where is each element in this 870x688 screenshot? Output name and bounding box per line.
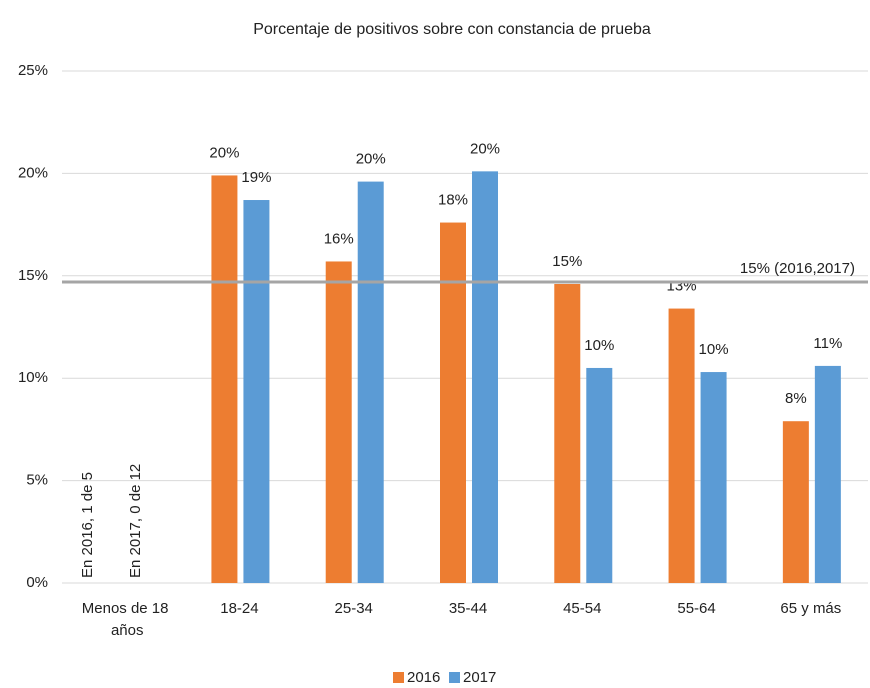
annotation: En 2017, 0 de 12 (127, 464, 144, 578)
bar (243, 200, 270, 584)
value-label: 18% (438, 192, 468, 209)
legend-label: 2017 (463, 669, 496, 686)
y-tick-label: 15% (18, 267, 48, 284)
bar (700, 372, 727, 583)
bar (586, 367, 613, 583)
y-tick-label: 10% (18, 369, 48, 386)
y-tick-label: 5% (26, 472, 48, 489)
value-label: 10% (699, 341, 729, 358)
x-tick-label: Menos de 18 años (82, 600, 169, 639)
bar (440, 222, 466, 583)
value-label: 10% (584, 337, 614, 354)
value-label: 11% (813, 335, 842, 352)
legend-swatch (393, 672, 404, 683)
bar (668, 308, 695, 583)
x-tick-label: 35-44 (449, 600, 487, 617)
x-tick-label: 18-24 (220, 600, 258, 617)
x-tick-label: 45-54 (563, 600, 601, 617)
value-label: 20% (356, 151, 386, 168)
legend-label: 2016 (407, 669, 440, 686)
value-label: 20% (470, 140, 500, 157)
bar (472, 171, 498, 584)
bar (782, 421, 809, 583)
value-label: 16% (324, 230, 354, 247)
value-label: 19% (241, 169, 271, 186)
bar (357, 181, 384, 584)
bar (814, 365, 841, 583)
reference-label: 15% (2016,2017) (740, 260, 855, 277)
chart-title: Porcentaje de positivos sobre con consta… (253, 21, 651, 38)
legend-swatch (449, 672, 460, 683)
y-tick-label: 25% (18, 62, 48, 79)
x-tick-label: 65 y más (780, 600, 841, 617)
value-label: 15% (552, 253, 582, 270)
value-label: 13% (667, 278, 697, 295)
y-tick-label: 20% (18, 164, 48, 181)
value-label: 8% (785, 390, 807, 407)
annotation: En 2016, 1 de 5 (79, 472, 96, 578)
y-tick-label: 0% (26, 574, 48, 591)
bar (554, 283, 581, 583)
x-tick-label: 55-64 (677, 600, 715, 617)
x-tick-label: 25-34 (335, 600, 373, 617)
bar (325, 261, 352, 583)
bar (211, 175, 238, 583)
value-label: 20% (209, 144, 239, 161)
